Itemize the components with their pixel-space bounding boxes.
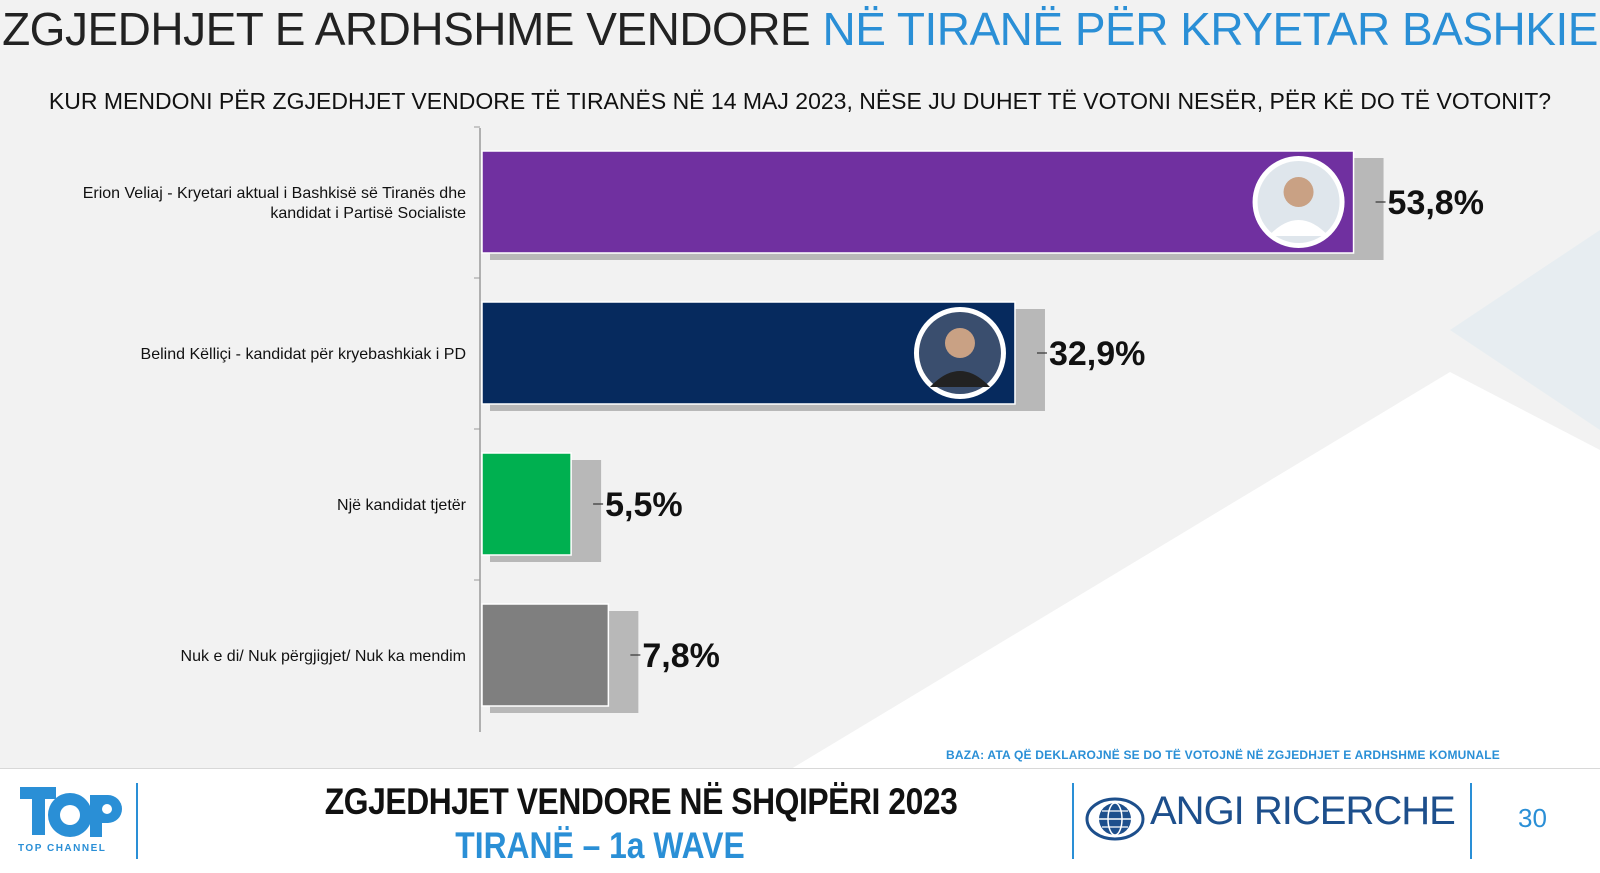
value-label: 32,9% (1049, 335, 1145, 373)
category-label: Një kandidat tjetër (337, 497, 467, 514)
question-subtitle: KUR MENDONI PËR ZGJEDHJET VENDORE TË TIR… (48, 88, 1552, 114)
divider (136, 783, 138, 859)
base-note: BAZA: ATA QË DEKLAROJNË SE DO TË VOTOJNË… (946, 748, 1500, 762)
footer: TOP CHANNEL ZGJEDHJET VENDORE NË SHQIPËR… (0, 768, 1600, 873)
candidate-photo-head (1283, 177, 1314, 207)
candidate-photo-body (929, 371, 990, 387)
category-label: kandidat i Partisë Socialiste (270, 205, 466, 222)
company-name: ANGI RICERCHE (1150, 789, 1456, 833)
bar (481, 452, 572, 556)
value-label: 53,8% (1388, 184, 1484, 222)
value-label: 7,8% (642, 637, 720, 675)
category-label: Belind Këlliçi - kandidat për kryebashki… (141, 346, 466, 363)
footer-title: ZGJEDHJET VENDORE NË SHQIPËRI 2023 (324, 781, 958, 822)
top-channel-logo-icon (20, 787, 122, 837)
value-label: 5,5% (605, 486, 683, 524)
top-channel-label: TOP CHANNEL (18, 843, 107, 854)
title-accent: NË TIRANË PËR KRYETAR BASHKIE (822, 3, 1599, 55)
page-title: ZGJEDHJET E ARDHSHME VENDORE NË TIRANË P… (0, 2, 1600, 56)
divider (1470, 783, 1472, 859)
angi-globe-icon (1085, 797, 1145, 841)
candidate-photo-body (1268, 220, 1329, 236)
divider (1072, 783, 1074, 859)
title-main: ZGJEDHJET E ARDHSHME VENDORE (2, 3, 811, 55)
page-number: 30 (1518, 803, 1547, 833)
bar (481, 603, 610, 707)
category-label: Nuk e di/ Nuk përgjigjet/ Nuk ka mendim (181, 648, 466, 665)
bar (481, 150, 1355, 254)
footer-subtitle: TIRANË – 1a WAVE (455, 825, 745, 866)
category-label: Erion Veliaj - Kryetari aktual i Bashkis… (83, 185, 466, 202)
candidate-photo-head (944, 328, 975, 358)
